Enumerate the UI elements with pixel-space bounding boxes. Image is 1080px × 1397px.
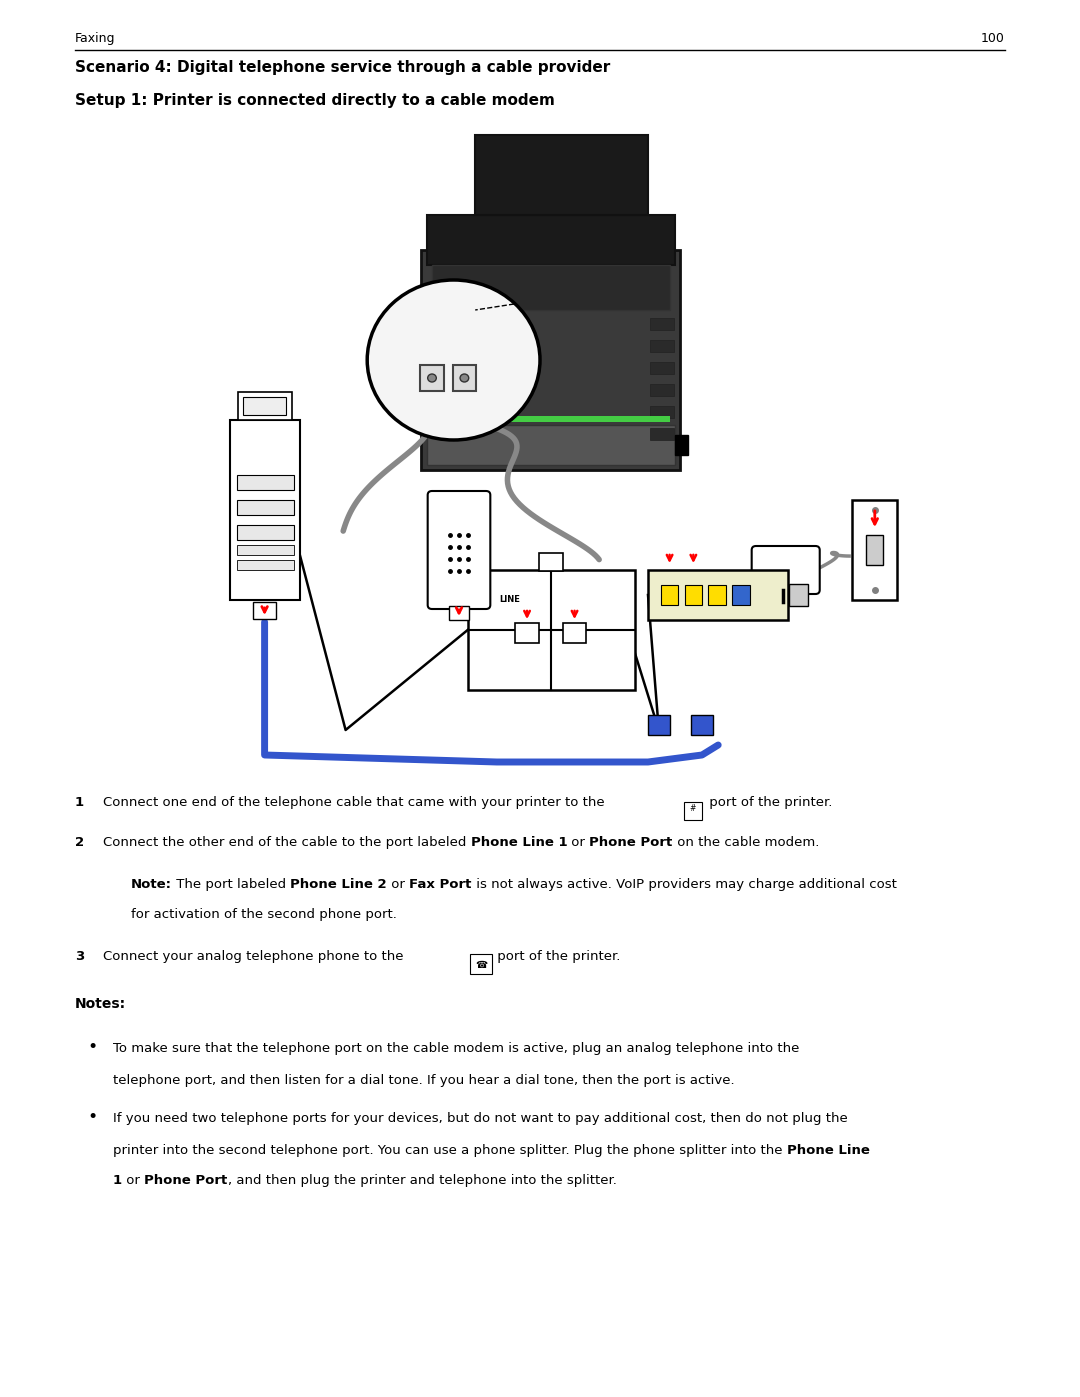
FancyBboxPatch shape — [432, 416, 670, 422]
Text: for activation of the second phone port.: for activation of the second phone port. — [131, 908, 396, 921]
FancyBboxPatch shape — [650, 427, 674, 440]
FancyBboxPatch shape — [650, 407, 674, 418]
FancyBboxPatch shape — [453, 365, 476, 391]
Text: 100: 100 — [981, 32, 1005, 45]
FancyBboxPatch shape — [708, 585, 726, 605]
Text: Connect one end of the telephone cable that came with your printer to the: Connect one end of the telephone cable t… — [103, 796, 609, 809]
FancyBboxPatch shape — [675, 434, 688, 455]
FancyBboxPatch shape — [237, 525, 294, 541]
FancyBboxPatch shape — [752, 546, 820, 594]
FancyBboxPatch shape — [563, 623, 586, 643]
Text: , and then plug the printer and telephone into the splitter.: , and then plug the printer and telephon… — [228, 1173, 617, 1187]
Text: Phone Port: Phone Port — [590, 835, 673, 849]
FancyBboxPatch shape — [732, 585, 750, 605]
FancyBboxPatch shape — [449, 606, 469, 620]
Text: Phone Port: Phone Port — [145, 1173, 228, 1187]
Text: •: • — [87, 1038, 97, 1056]
FancyBboxPatch shape — [685, 585, 702, 605]
FancyBboxPatch shape — [253, 602, 276, 619]
Text: or: or — [387, 877, 409, 891]
FancyBboxPatch shape — [852, 500, 897, 599]
Text: 2: 2 — [75, 835, 84, 849]
FancyBboxPatch shape — [243, 397, 286, 415]
Text: 1: 1 — [75, 796, 84, 809]
Text: printer into the second telephone port. You can use a phone splitter. Plug the p: printer into the second telephone port. … — [113, 1144, 786, 1157]
FancyBboxPatch shape — [421, 250, 680, 469]
Text: is not always active. VoIP providers may charge additional cost: is not always active. VoIP providers may… — [472, 877, 896, 891]
Text: Notes:: Notes: — [75, 997, 126, 1011]
Text: Setup 1: Printer is connected directly to a cable modem: Setup 1: Printer is connected directly t… — [75, 94, 555, 108]
Text: To make sure that the telephone port on the cable modem is active, plug an analo: To make sure that the telephone port on … — [113, 1042, 799, 1055]
Text: or: or — [122, 1173, 145, 1187]
Text: #: # — [689, 805, 696, 813]
FancyBboxPatch shape — [691, 715, 713, 735]
FancyBboxPatch shape — [684, 802, 702, 820]
FancyBboxPatch shape — [428, 490, 490, 609]
FancyBboxPatch shape — [648, 570, 788, 620]
Text: on the cable modem.: on the cable modem. — [673, 835, 819, 849]
FancyBboxPatch shape — [650, 362, 674, 374]
FancyBboxPatch shape — [789, 584, 808, 606]
FancyBboxPatch shape — [238, 393, 292, 420]
Text: •: • — [87, 1108, 97, 1126]
FancyBboxPatch shape — [420, 365, 444, 391]
FancyBboxPatch shape — [650, 339, 674, 352]
FancyBboxPatch shape — [230, 420, 300, 599]
Circle shape — [460, 374, 469, 381]
FancyBboxPatch shape — [475, 136, 648, 215]
FancyBboxPatch shape — [468, 570, 635, 690]
FancyBboxPatch shape — [237, 545, 294, 555]
Text: telephone port, and then listen for a dial tone. If you hear a dial tone, then t: telephone port, and then listen for a di… — [113, 1074, 734, 1087]
FancyBboxPatch shape — [470, 954, 492, 974]
FancyBboxPatch shape — [237, 560, 294, 570]
Text: ☎: ☎ — [475, 960, 487, 970]
Text: Connect the other end of the cable to the port labeled: Connect the other end of the cable to th… — [103, 835, 471, 849]
Circle shape — [367, 279, 540, 440]
Text: Scenario 4: Digital telephone service through a cable provider: Scenario 4: Digital telephone service th… — [75, 60, 610, 75]
Text: 3: 3 — [75, 950, 84, 963]
FancyBboxPatch shape — [237, 475, 294, 490]
Text: LINE: LINE — [499, 595, 521, 605]
FancyBboxPatch shape — [237, 500, 294, 515]
Text: 1: 1 — [113, 1173, 122, 1187]
FancyBboxPatch shape — [661, 585, 678, 605]
FancyBboxPatch shape — [515, 623, 539, 643]
Text: Phone Line 1: Phone Line 1 — [471, 835, 567, 849]
FancyBboxPatch shape — [650, 384, 674, 395]
Text: Faxing: Faxing — [75, 32, 116, 45]
FancyBboxPatch shape — [432, 265, 670, 310]
FancyBboxPatch shape — [427, 425, 675, 465]
Text: port of the printer.: port of the printer. — [492, 950, 620, 963]
Text: Note:: Note: — [131, 877, 172, 891]
FancyBboxPatch shape — [650, 319, 674, 330]
Text: Fax Port: Fax Port — [409, 877, 472, 891]
Text: Connect your analog telephone phone to the: Connect your analog telephone phone to t… — [103, 950, 408, 963]
FancyBboxPatch shape — [427, 215, 675, 265]
Text: or: or — [567, 835, 590, 849]
FancyBboxPatch shape — [866, 535, 883, 564]
Text: Phone Line 2: Phone Line 2 — [291, 877, 387, 891]
Text: If you need two telephone ports for your devices, but do not want to pay additio: If you need two telephone ports for your… — [113, 1112, 848, 1125]
Text: port of the printer.: port of the printer. — [704, 796, 832, 809]
Text: Phone Line: Phone Line — [786, 1144, 869, 1157]
FancyBboxPatch shape — [539, 553, 563, 571]
Text: The port labeled: The port labeled — [172, 877, 291, 891]
Circle shape — [428, 374, 436, 381]
FancyBboxPatch shape — [648, 715, 670, 735]
